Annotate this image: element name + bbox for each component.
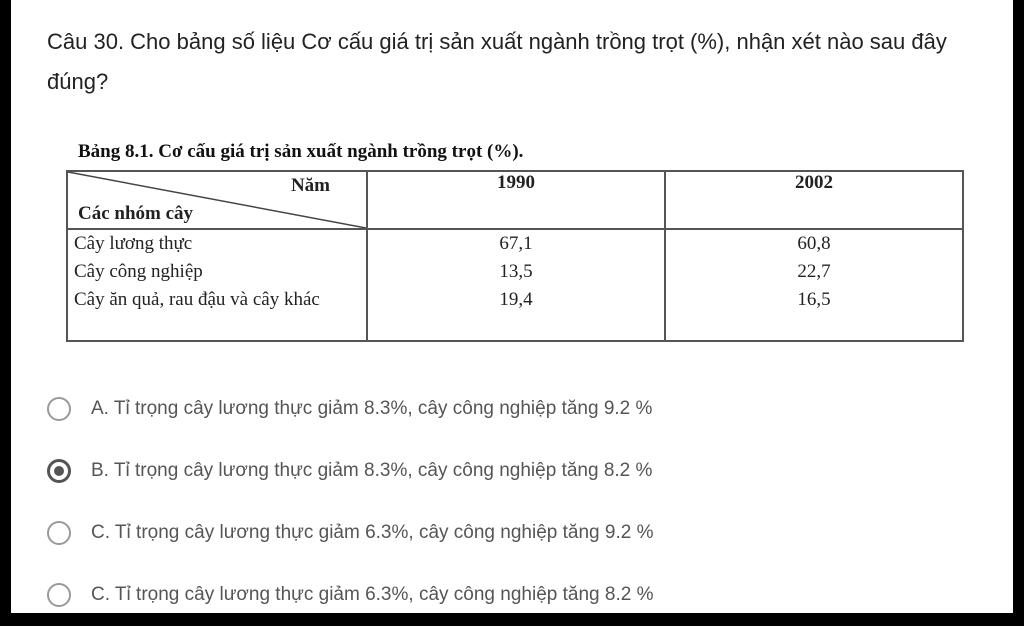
cell-value: 19,4 xyxy=(499,289,533,310)
cell-value: 13,5 xyxy=(499,261,533,282)
row-label: Cây ăn quả, rau đậu và cây khác xyxy=(74,289,320,310)
diagonal-line xyxy=(68,172,366,228)
cell-value: 16,5 xyxy=(797,289,831,310)
data-table: Năm Các nhóm cây 1990 2002 Cây lương thự… xyxy=(66,170,964,342)
corner-group-label: Các nhóm cây xyxy=(78,203,194,224)
question-page: Câu 30. Cho bảng số liệu Cơ cấu giá trị … xyxy=(11,0,1013,613)
option-label[interactable]: C. Tỉ trọng cây lương thực giảm 6.3%, câ… xyxy=(91,522,654,543)
corner-year-label: Năm xyxy=(290,175,330,196)
row-label: Cây công nghiệp xyxy=(74,261,203,282)
row-label: Cây lương thực xyxy=(74,233,193,254)
table-header-row: Năm Các nhóm cây 1990 2002 xyxy=(66,170,964,230)
cell-value: 67,1 xyxy=(499,233,533,254)
option-label[interactable]: C. Tỉ trọng cây lương thực giảm 6.3%, câ… xyxy=(91,584,654,605)
table-body-row: Cây lương thực Cây công nghiệp Cây ăn qu… xyxy=(66,228,964,342)
radio-selected-icon[interactable] xyxy=(47,459,71,483)
cell-value: 60,8 xyxy=(797,233,831,254)
option-d[interactable]: C. Tỉ trọng cây lương thực giảm 6.3%, câ… xyxy=(47,564,653,626)
radio-unselected-icon[interactable] xyxy=(47,397,71,421)
option-label[interactable]: B. Tỉ trọng cây lương thực giảm 8.3%, câ… xyxy=(91,460,653,481)
table-caption: Bảng 8.1. Cơ cấu giá trị sản xuất ngành … xyxy=(78,141,524,162)
radio-unselected-icon[interactable] xyxy=(47,583,71,607)
corner-cell: Năm Các nhóm cây xyxy=(66,170,368,230)
column-header: 1990 xyxy=(366,170,666,230)
question-text: Câu 30. Cho bảng số liệu Cơ cấu giá trị … xyxy=(47,29,947,94)
column-header: 2002 xyxy=(664,170,964,230)
option-label[interactable]: A. Tỉ trọng cây lương thực giảm 8.3%, câ… xyxy=(91,398,653,419)
answer-options: A. Tỉ trọng cây lương thực giảm 8.3%, câ… xyxy=(47,378,653,626)
cell-value: 22,7 xyxy=(797,261,831,282)
option-c[interactable]: C. Tỉ trọng cây lương thực giảm 6.3%, câ… xyxy=(47,502,653,564)
option-b[interactable]: B. Tỉ trọng cây lương thực giảm 8.3%, câ… xyxy=(47,440,653,502)
option-a[interactable]: A. Tỉ trọng cây lương thực giảm 8.3%, câ… xyxy=(47,378,653,440)
radio-unselected-icon[interactable] xyxy=(47,521,71,545)
